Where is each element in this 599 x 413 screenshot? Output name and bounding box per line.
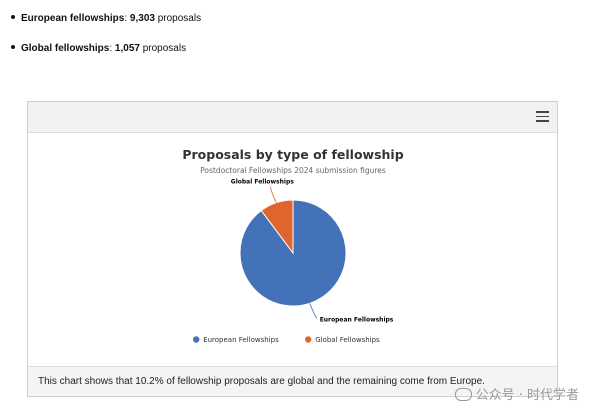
bullet-label: European fellowships [21,13,124,24]
bullet-dot [11,45,15,49]
hamburger-menu-icon[interactable] [536,111,549,122]
data-label-european-fellowships: European Fellowships [320,316,394,323]
bullet-european: European fellowships: 9,303 proposals [11,12,201,26]
pie-slices [240,200,346,306]
chart-toolbar [28,102,557,133]
chart-title: Proposals by type of fellowship [182,147,403,162]
legend-marker [305,336,311,342]
chart-legend: European Fellowships Global Fellowships [193,336,380,344]
chart-subtitle: Postdoctoral Fellowships 2024 submission… [200,166,386,175]
wechat-icon [455,388,472,401]
bullet-dot [11,15,15,19]
bullet-value: 1,057 [115,43,140,54]
bullet-unit: proposals [155,13,201,24]
legend-item-european-fellowships[interactable]: European Fellowships [193,336,279,344]
chart-caption: This chart shows that 10.2% of fellowshi… [38,376,485,387]
pie-chart: Proposals by type of fellowship Postdoct… [28,133,557,367]
watermark: 公众号 · 时代学者 [455,384,579,403]
legend-label: European Fellowships [203,336,279,344]
bullet-global: Global fellowships: 1,057 proposals [11,42,186,56]
bullet-value: 9,303 [130,13,155,24]
legend-marker [193,336,199,342]
data-label-connector [270,187,276,203]
chart-card: Proposals by type of fellowship Postdoct… [27,101,558,397]
bullet-label: Global fellowships [21,43,109,54]
data-label-connector [310,303,317,318]
watermark-text: 公众号 · 时代学者 [476,388,579,403]
legend-item-global-fellowships[interactable]: Global Fellowships [305,336,380,344]
data-label-global-fellowships: Global Fellowships [231,179,294,186]
bullet-unit: proposals [140,43,186,54]
legend-label: Global Fellowships [315,336,380,344]
